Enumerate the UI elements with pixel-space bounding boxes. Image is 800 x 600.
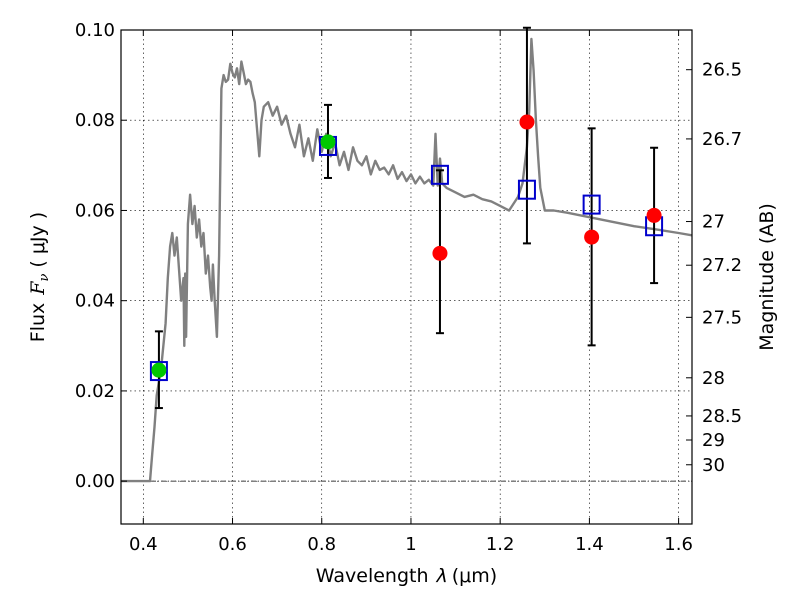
- mag-tick-label: 26.5: [702, 60, 742, 81]
- plot-frame: [120, 29, 693, 525]
- mag-tick-label: 27.2: [702, 255, 742, 276]
- spectrum-line: [121, 37, 692, 483]
- y-tick-label: 0.04: [75, 291, 115, 312]
- mag-tick-label: 29: [702, 430, 725, 451]
- observed_flux_red-point: [432, 245, 448, 261]
- y-tick-label: 0.10: [75, 20, 115, 41]
- x-tick-label: 1: [405, 534, 416, 555]
- x-tick-label: 1.6: [664, 534, 693, 555]
- x-tick-label: 1.4: [575, 534, 604, 555]
- y-tick-label: 0.00: [75, 471, 115, 492]
- mag-tick-label: 27.5: [702, 307, 742, 328]
- mag-tick-label: 28.5: [702, 406, 742, 427]
- observed_flux_red-point: [646, 207, 662, 223]
- spectrum-layer: [121, 37, 692, 483]
- x-tick-label: 1.2: [486, 534, 515, 555]
- y-tick-label: 0.06: [75, 200, 115, 221]
- error-bars: [154, 26, 659, 410]
- model-square: [517, 179, 536, 200]
- mag-tick-label: 26.7: [702, 129, 742, 150]
- observed_flux_green-point: [320, 134, 336, 150]
- y2-axis-label: Magnitude (AB): [756, 203, 778, 351]
- x-tick-label: 0.8: [307, 534, 336, 555]
- observed_flux_red-point: [519, 114, 535, 130]
- mag-tick-label: 30: [702, 455, 725, 476]
- model-square: [149, 361, 168, 382]
- x-tick-label: 0.4: [129, 534, 158, 555]
- mag-tick-label: 27: [702, 212, 725, 233]
- model-square: [582, 194, 601, 215]
- observed-points: [151, 114, 662, 378]
- observed_flux_red-point: [584, 229, 600, 245]
- mag-tick-label: 28: [702, 368, 725, 389]
- y-axis-label: FluxFν( μJy ): [27, 212, 52, 342]
- x-axis-label: Wavelength λ (μm): [316, 565, 497, 587]
- model-squares: [149, 135, 664, 382]
- grid: [121, 29, 692, 524]
- x-tick-label: 0.6: [218, 534, 247, 555]
- model-square: [430, 164, 449, 185]
- y-tick-label: 0.02: [75, 381, 115, 402]
- axis-ticks: 0.4 0.6 0.8 1 1.2 1.4 1.6 0.00 0.02 0.04 0.06 0.08 0…: [75, 20, 742, 555]
- y-tick-label: 0.08: [75, 110, 115, 131]
- observed_flux_green-point: [151, 362, 167, 378]
